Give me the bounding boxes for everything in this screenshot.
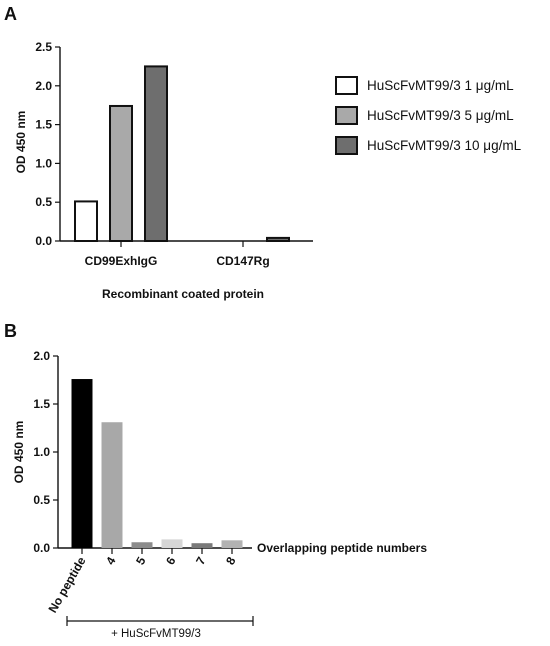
panel-a-y-tick-label: 0.0 — [35, 234, 52, 248]
panel-a-bar — [109, 104, 133, 242]
panel-b-axes: 0.0 0.5 1.0 1.5 2.0 No peptide 4 5 6 7 8 — [33, 349, 252, 615]
panel-b-bar — [101, 422, 123, 548]
panel-a-y-axis-title: OD 450 nm — [14, 111, 28, 174]
panel-a-y-tick-label: 1.5 — [35, 118, 52, 132]
panel-b-category-label: No peptide — [45, 554, 88, 615]
panel-a-letter: A — [4, 4, 17, 24]
panel-a-y-tick-label: 2.5 — [35, 40, 52, 54]
panel-a-legend-label: HuScFvMT99/3 1 μg/mL — [367, 78, 514, 93]
panel-b-category-label: 4 — [103, 554, 119, 567]
panel-a: A OD 450 nm Recombinant coated protein 0… — [4, 4, 522, 301]
panel-b-y-tick-label: 2.0 — [33, 349, 50, 363]
panel-b-bar — [191, 543, 213, 548]
panel-b-bars — [71, 379, 243, 548]
panel-b-y-tick-label: 0.5 — [33, 493, 50, 507]
panel-b-letter: B — [4, 321, 17, 341]
panel-a-legend: HuScFvMT99/3 1 μg/mL HuScFvMT99/3 5 μg/mL… — [335, 76, 522, 155]
panel-a-legend-swatch — [335, 136, 358, 155]
panel-b-y-axis-title: OD 450 nm — [12, 421, 26, 484]
bracket-label: + HuScFvMT99/3 — [111, 628, 201, 640]
panel-a-legend-label: HuScFvMT99/3 5 μg/mL — [367, 108, 514, 123]
panel-b-category-label: 6 — [163, 554, 179, 567]
panel-a-y-tick-label: 0.5 — [35, 195, 52, 209]
panel-a-legend-label: HuScFvMT99/3 10 μg/mL — [367, 138, 522, 153]
panel-b-x-axis-title: Overlapping peptide numbers — [257, 541, 427, 555]
panel-a-category-label: CD147Rg — [216, 254, 269, 268]
panel-b-bar — [71, 379, 93, 548]
panel-a-bar — [144, 65, 168, 243]
panel-b-y-tick-label: 0.0 — [33, 541, 50, 555]
panel-a-bar — [74, 200, 98, 242]
panel-a-bar — [266, 236, 290, 242]
panel-b-bar — [221, 540, 243, 548]
panel-a-axes: 0.0 0.5 1.0 1.5 2.0 2.5 CD99ExhIgG CD147Rg — [35, 40, 313, 268]
panel-b-bracket: + HuScFvMT99/3 — [66, 616, 254, 640]
panel-b-y-tick-label: 1.5 — [33, 397, 50, 411]
panel-a-category-label: CD99ExhIgG — [85, 254, 158, 268]
panel-b-category-label: 5 — [133, 554, 149, 567]
panel-a-legend-swatch — [335, 106, 358, 125]
panel-a-bars — [74, 65, 290, 243]
panel-b-category-label: 7 — [193, 554, 209, 567]
panel-b-bar — [161, 539, 183, 548]
panel-b-category-label: 8 — [223, 554, 239, 567]
panel-a-x-axis-title: Recombinant coated protein — [102, 287, 264, 301]
panel-b-y-tick-label: 1.0 — [33, 445, 50, 459]
panel-a-y-tick-label: 2.0 — [35, 79, 52, 93]
panel-a-y-tick-label: 1.0 — [35, 156, 52, 170]
panel-b-bar — [131, 542, 153, 548]
panel-b: B OD 450 nm Overlapping peptide numbers … — [4, 321, 427, 640]
panel-a-legend-swatch — [335, 76, 358, 95]
